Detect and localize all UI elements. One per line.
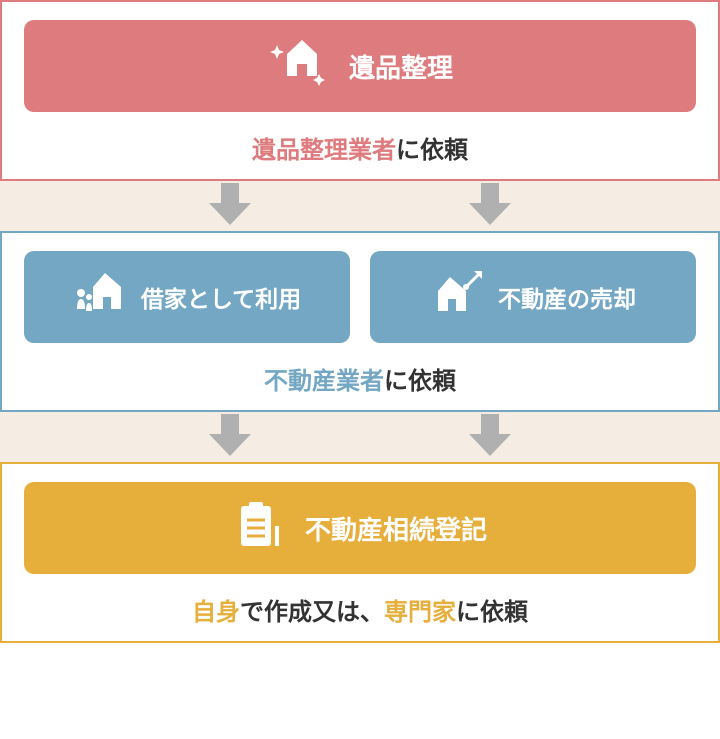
caption-p1: 自身 — [192, 599, 240, 626]
sparkle-house-icon — [267, 36, 331, 97]
caption-p3: 専門家 — [384, 599, 456, 626]
caption-registration: 自身で作成又は、専門家に依頼 — [24, 592, 696, 627]
caption-real-estate: 不動産業者に依頼 — [24, 361, 696, 396]
house-arrow-icon — [430, 269, 486, 325]
banner-rental: 借家として利用 — [24, 251, 350, 343]
arrow-down-icon — [207, 181, 253, 232]
caption-p4: に依頼 — [456, 599, 528, 626]
banner-label: 不動産相続登記 — [305, 510, 487, 547]
caption-accent: 不動産業者 — [264, 368, 384, 395]
clipboard-icon — [233, 498, 287, 559]
banner-sale: 不動産の売却 — [370, 251, 696, 343]
arrow-down-icon — [467, 412, 513, 463]
banner-registration: 不動産相続登記 — [24, 482, 696, 574]
caption-rest: に依頼 — [384, 368, 456, 395]
banner-label: 遺品整理 — [349, 48, 453, 85]
arrow-down-icon — [467, 181, 513, 232]
section-real-estate: 借家として利用 不動産の売却 不動産業者に依頼 — [0, 231, 720, 412]
banner-estate-cleanup: 遺品整理 — [24, 20, 696, 112]
caption-estate-cleanup: 遺品整理業者に依頼 — [24, 130, 696, 165]
section-estate-cleanup: 遺品整理 遺品整理業者に依頼 — [0, 0, 720, 181]
arrow-down-icon — [207, 412, 253, 463]
caption-accent: 遺品整理業者 — [252, 137, 396, 164]
people-house-icon — [73, 269, 129, 325]
banner-label: 借家として利用 — [141, 280, 301, 314]
arrow-row-1 — [0, 181, 720, 231]
arrow-row-2 — [0, 412, 720, 462]
caption-rest: に依頼 — [396, 137, 468, 164]
banner-label: 不動産の売却 — [498, 280, 636, 314]
section-registration: 不動産相続登記 自身で作成又は、専門家に依頼 — [0, 462, 720, 643]
caption-p2: で作成又は、 — [240, 599, 384, 626]
